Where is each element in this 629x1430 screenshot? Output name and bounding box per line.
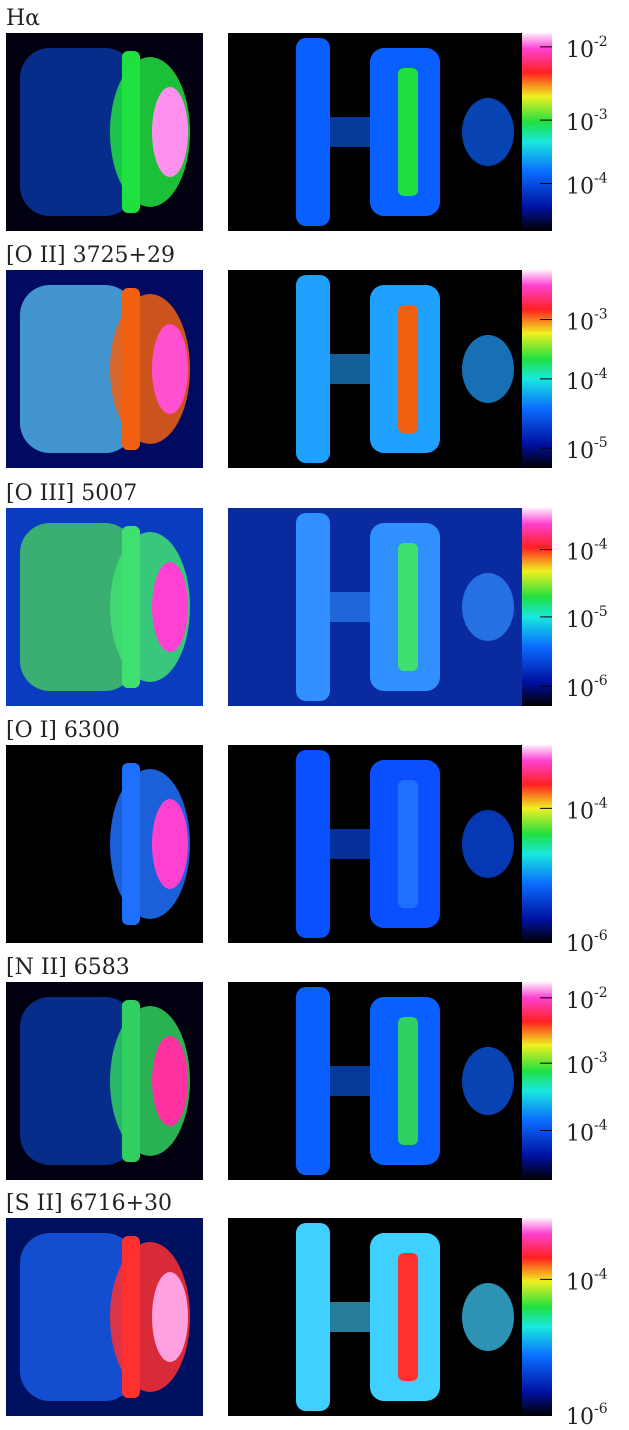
tick-exponent: -5 [594,604,608,620]
tick-exponent: -4 [594,1266,608,1282]
mid-shell [398,1017,418,1145]
panel-label: [O I] 6300 [6,718,120,743]
tick-label: 10-4 [566,1118,608,1147]
colorbar [522,1218,552,1416]
tick-base: 10 [566,608,594,633]
tick-label: 10-4 [566,1266,608,1295]
jet-cap [462,573,514,641]
colorbar [522,508,552,706]
tick-exponent: -4 [594,795,608,811]
tick-base: 10 [566,989,594,1014]
figure: Hα10-210-310-4[O II] 3725+2910-310-410-5… [0,0,629,1430]
tick-exponent: -2 [594,985,608,1001]
tick-label: 10-4 [566,366,608,395]
cap-core [152,1036,188,1126]
tick-label: 10-5 [566,435,608,464]
panel-label: [O III] 5007 [6,481,137,506]
map-right [228,508,522,706]
tick-base: 10 [566,174,594,199]
tick-base: 10 [566,111,594,136]
tick-base: 10 [566,1405,594,1430]
cap-core [152,324,188,414]
panel-label: Hα [6,6,40,31]
tick-label: 10-4 [566,795,608,824]
map-right [228,270,522,468]
map-left [6,33,203,231]
panel-label: [O II] 3725+29 [6,243,175,268]
map-right [228,982,522,1180]
tick-label: 10-3 [566,307,608,336]
cap-core [152,87,188,177]
left-wall [296,275,330,463]
colorbar [522,270,552,468]
tick-exponent: -4 [594,366,608,382]
mid-shell [398,780,418,908]
tick-base: 10 [566,1270,594,1295]
panel-label: [S II] 6716+30 [6,1191,172,1216]
left-wall [296,1223,330,1411]
map-right [228,745,522,943]
tick-label: 10-3 [566,107,608,136]
mid-shell [398,1253,418,1381]
tick-exponent: -3 [594,1050,608,1066]
tick-label: 10-4 [566,537,608,566]
mid-shell [398,305,418,433]
left-wall [296,750,330,938]
tick-label: 10-3 [566,1050,608,1079]
map-right [228,1218,522,1416]
tick-exponent: -3 [594,307,608,323]
tick-exponent: -4 [594,170,608,186]
jet-cap [462,98,514,166]
tick-base: 10 [566,311,594,336]
tick-label: 10-6 [566,673,608,702]
tick-base: 10 [566,677,594,702]
tick-base: 10 [566,799,594,824]
tick-exponent: -6 [594,928,608,944]
tick-label: 10-2 [566,34,608,63]
tick-base: 10 [566,370,594,395]
tick-exponent: -4 [594,537,608,553]
tick-base: 10 [566,1122,594,1147]
map-right [228,33,522,231]
colorbar [522,745,552,943]
tick-base: 10 [566,541,594,566]
panel-label: [N II] 6583 [6,955,130,980]
tick-base: 10 [566,439,594,464]
tick-label: 10-5 [566,604,608,633]
tick-exponent: -6 [594,673,608,689]
left-wall [296,513,330,701]
jet-cap [462,1047,514,1115]
tick-base: 10 [566,1054,594,1079]
mid-shell [398,543,418,671]
cap-core [152,562,188,652]
cap-core [152,799,188,889]
map-left [6,508,203,706]
jet-cap [462,1283,514,1351]
left-wall [296,38,330,226]
tick-label: 10-2 [566,985,608,1014]
map-left [6,982,203,1180]
tick-label: 10-6 [566,928,608,957]
map-left [6,745,203,943]
mid-shell [398,68,418,196]
jet-cap [462,335,514,403]
colorbar [522,982,552,1180]
tick-exponent: -3 [594,107,608,123]
tick-exponent: -5 [594,435,608,451]
colorbar [522,33,552,231]
cap-core [152,1272,188,1362]
tick-exponent: -4 [594,1118,608,1134]
map-left [6,1218,203,1416]
tick-label: 10-6 [566,1401,608,1430]
tick-exponent: -6 [594,1401,608,1417]
jet-cap [462,810,514,878]
tick-base: 10 [566,38,594,63]
tick-label: 10-4 [566,170,608,199]
tick-base: 10 [566,932,594,957]
map-left [6,270,203,468]
left-wall [296,987,330,1175]
tick-exponent: -2 [594,34,608,50]
